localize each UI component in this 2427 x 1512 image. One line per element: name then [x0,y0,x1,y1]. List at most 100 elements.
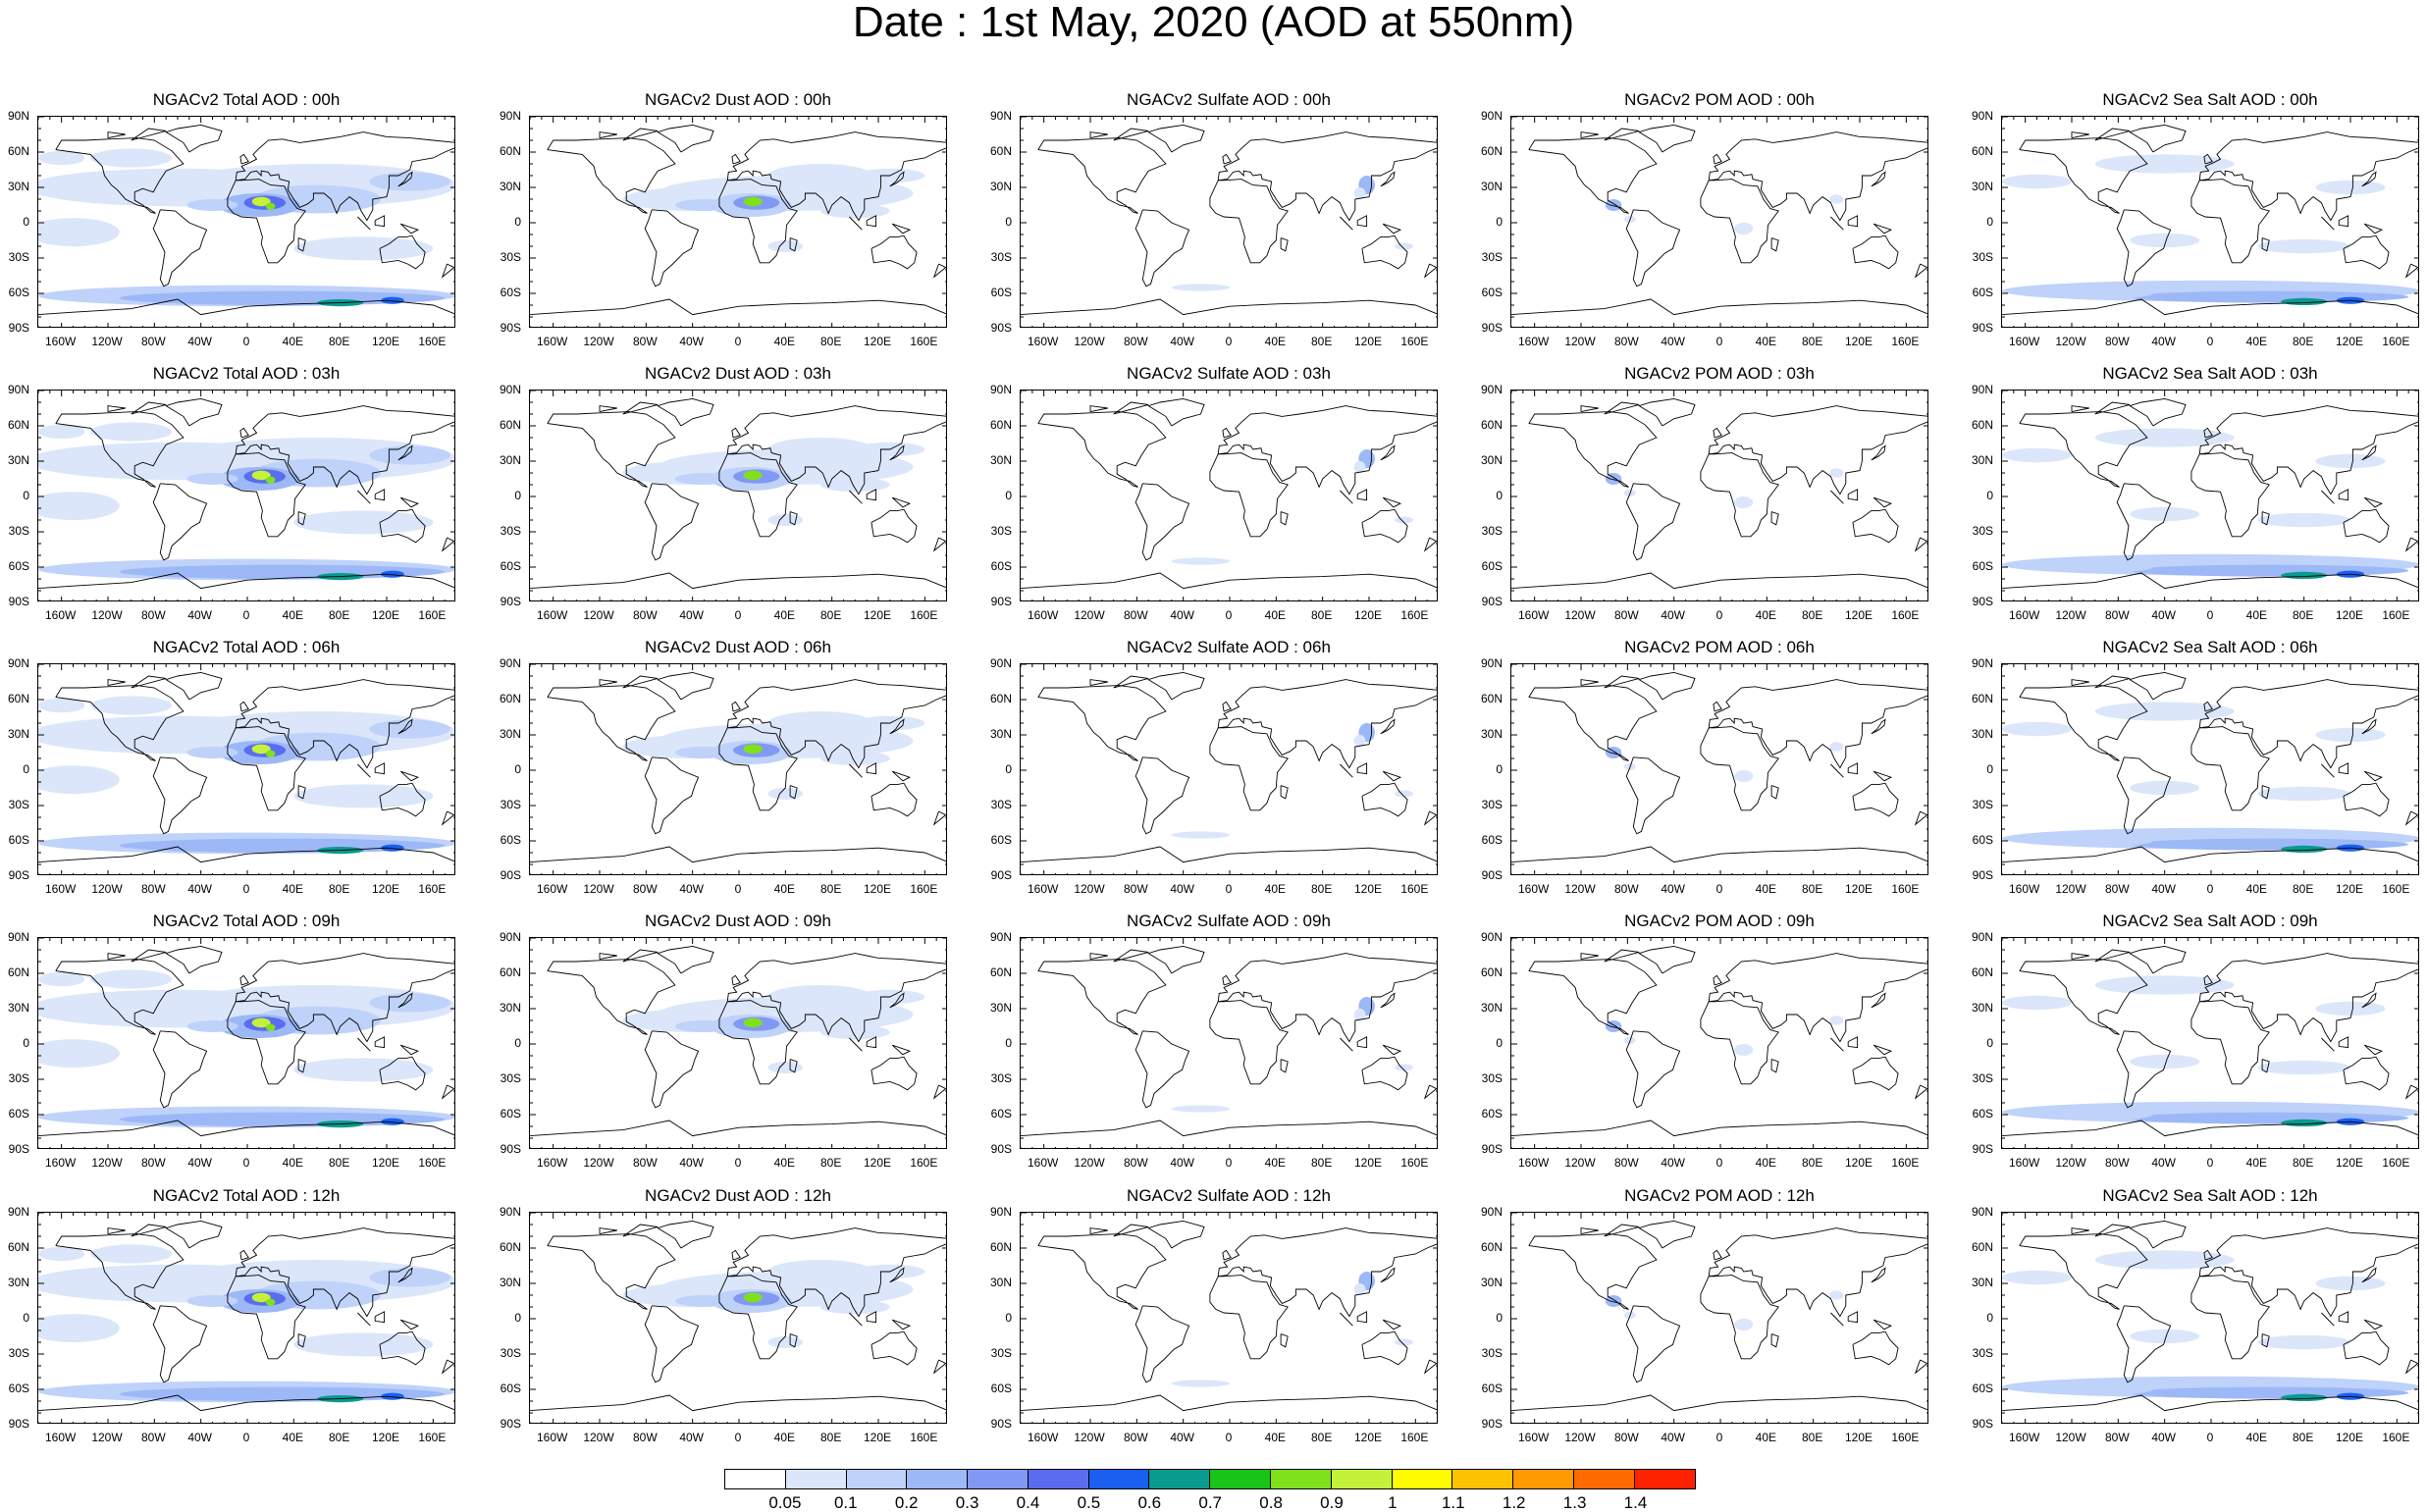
coastline [1361,1330,1408,1366]
lon-label: 40E [282,335,303,348]
coastline [441,1084,454,1100]
lat-label: 0 [23,489,29,502]
coastline [1380,718,1396,735]
coastline [1914,263,1927,279]
lon-label: 80W [2104,882,2130,896]
coastline [165,124,223,153]
coastline [1847,1311,1859,1324]
colorbar-segment [1452,1470,1514,1488]
coastline [1871,444,1886,461]
coastline [1700,726,1779,811]
lon-label: 80E [1801,1431,1823,1444]
lon-label: 0 [242,882,250,896]
lon-label: 160W [536,1431,568,1444]
coastline [2338,1036,2349,1049]
coastline [1423,1359,1437,1375]
panel-title: NGACv2 POM AOD : 03h [1624,364,1815,383]
lon-label: 80E [328,608,350,622]
lon-label: 0 [734,1431,742,1444]
coastline [599,679,617,687]
aerosol-field [2130,1329,2200,1344]
lon-label: 80E [328,882,350,896]
lat-label: 30S [990,250,1012,264]
coastline [1280,237,1289,252]
colorbar-label: 0.9 [1320,1493,1344,1512]
coastline [131,401,167,415]
coastline [2203,153,2213,165]
coastline [2198,131,2418,222]
lat-label: 0 [1496,762,1503,776]
lat-label: 60S [500,833,521,847]
coastline [1770,511,1779,526]
aerosol-field [767,164,873,187]
map-area [37,663,455,875]
coastline [1134,1030,1190,1109]
aerosol-field [1171,831,1230,839]
coastline [227,1000,306,1085]
coastline [1209,726,1289,811]
aerosol-field [1605,1295,1622,1307]
coastline [297,785,306,800]
lat-label: 90N [989,109,1012,123]
panel-title: NGACv2 Total AOD : 06h [152,638,341,656]
coastline [2361,718,2377,735]
coastline [1770,1059,1779,1073]
lon-label: 40W [1170,1156,1194,1170]
coastline [2190,179,2270,264]
lat-label: 90S [990,868,1012,882]
panel-title: NGACv2 Sea Salt AOD : 12h [2102,1186,2318,1205]
map-panel: NGACv2 Sulfate AOD : 06h 90N 60N 30N 0 30S 60S… [982,638,1440,899]
coastline [718,179,798,264]
map-svg [1021,1213,1437,1423]
lon-label: 80W [1613,1431,1639,1444]
lon-label: 120W [91,608,123,622]
lon-label: 80W [1123,1156,1148,1170]
coastline [1852,1330,1899,1366]
lat-label: 30N [7,1001,29,1015]
coastline [2071,405,2089,413]
aerosol-field [90,422,173,442]
lon-label: 160E [418,608,447,622]
aerosol-field [674,747,734,758]
map-panel: NGACv2 Sea Salt AOD : 12h 90N 60N 30N 0 30S 60… [1964,1186,2421,1447]
lat-label: 90S [1972,595,1993,608]
coastline [1914,537,1927,552]
coastline [622,128,659,141]
aerosol-field [90,969,173,989]
coastline [239,427,249,439]
panel-title: NGACv2 POM AOD : 12h [1624,1186,1815,1205]
lat-label: 90N [499,656,521,670]
lon-label: 80W [140,1431,166,1444]
aerosol-field [186,1020,238,1032]
aerosol-field [369,993,451,1013]
map-area [529,116,947,328]
lat-label: 60S [1972,286,1993,299]
coastline [2129,1220,2187,1249]
coastline [2002,1394,2418,1412]
coastline [1528,137,1658,214]
coastline [235,131,454,222]
coastline [1511,846,1927,863]
coastline [2321,763,2335,778]
coastline [2321,1312,2335,1327]
lat-label: 90N [989,930,1012,944]
coastline [357,1312,371,1327]
lon-label: 40E [1755,335,1776,348]
coastline [2343,508,2390,544]
coastline [1356,1311,1368,1324]
lat-label: 60S [1972,1107,1993,1121]
colorbar-segment [846,1470,908,1488]
lat-label: 60S [1481,559,1503,573]
lon-label: 80W [632,335,658,348]
aerosol-field [2094,1250,2235,1270]
lon-label: 160W [536,882,568,896]
lon-label: 40W [187,882,212,896]
coastline [547,137,676,214]
map-svg [1021,938,1437,1148]
aerosol-field [743,744,763,755]
coastline [152,483,208,561]
aerosol-field [2315,1276,2386,1291]
lon-label: 80E [1801,882,1823,896]
lat-label: 60N [1480,1240,1503,1254]
coastline [2363,496,2384,508]
